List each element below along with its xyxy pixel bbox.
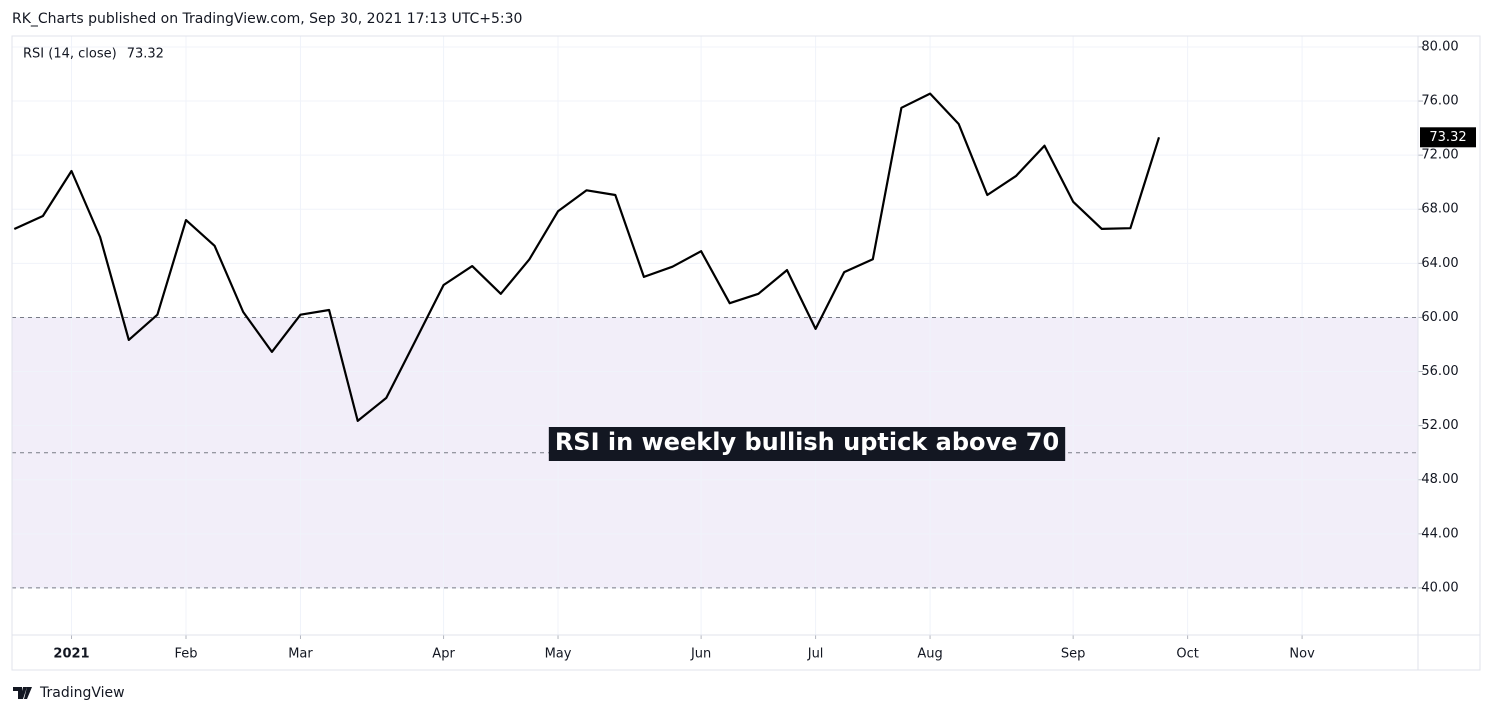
y-tick-label: 76.00 <box>1421 94 1458 109</box>
y-tick-label: 40.00 <box>1421 580 1458 595</box>
frame <box>11 35 1481 671</box>
x-tick-label: Jun <box>690 647 711 662</box>
x-tick-label: Mar <box>288 647 313 662</box>
y-tick-label: 80.00 <box>1421 39 1458 54</box>
legend-name: RSI (14, close) <box>23 47 117 62</box>
x-tick-label: Nov <box>1289 647 1315 662</box>
y-tick-label: 44.00 <box>1421 526 1458 541</box>
annotation: RSI in weekly bullish uptick above 70 <box>555 428 1059 456</box>
y-tick-label: 68.00 <box>1421 202 1458 217</box>
annotation-box <box>548 427 1066 461</box>
y-tick-label: 72.00 <box>1421 148 1458 163</box>
y-tick-label: 56.00 <box>1421 364 1458 379</box>
y-tick-label: 48.00 <box>1421 472 1458 487</box>
x-tick-label: Feb <box>174 647 197 662</box>
y-tick-label: 52.00 <box>1421 418 1458 433</box>
x-tick-label: 2021 <box>53 647 89 662</box>
x-tick-label: Sep <box>1061 647 1086 662</box>
x-tick-label: Aug <box>917 647 942 662</box>
y-tick-label: 64.00 <box>1421 256 1458 271</box>
footer: TradingView <box>39 685 125 701</box>
x-tick-label: Jul <box>807 647 824 662</box>
rsi-line <box>13 92 1161 422</box>
legend-value: 73.32 <box>127 47 164 62</box>
x-tick-label: Apr <box>432 647 455 662</box>
logo <box>13 687 32 699</box>
last-value-label: 73.32 <box>1429 130 1466 145</box>
x-tick-label: May <box>545 647 572 662</box>
x-tick-label: Oct <box>1176 647 1198 662</box>
last-value-box <box>1420 127 1476 148</box>
y-tick-label: 60.00 <box>1421 310 1458 325</box>
header: RK_Charts published on TradingView.com, … <box>12 11 522 27</box>
